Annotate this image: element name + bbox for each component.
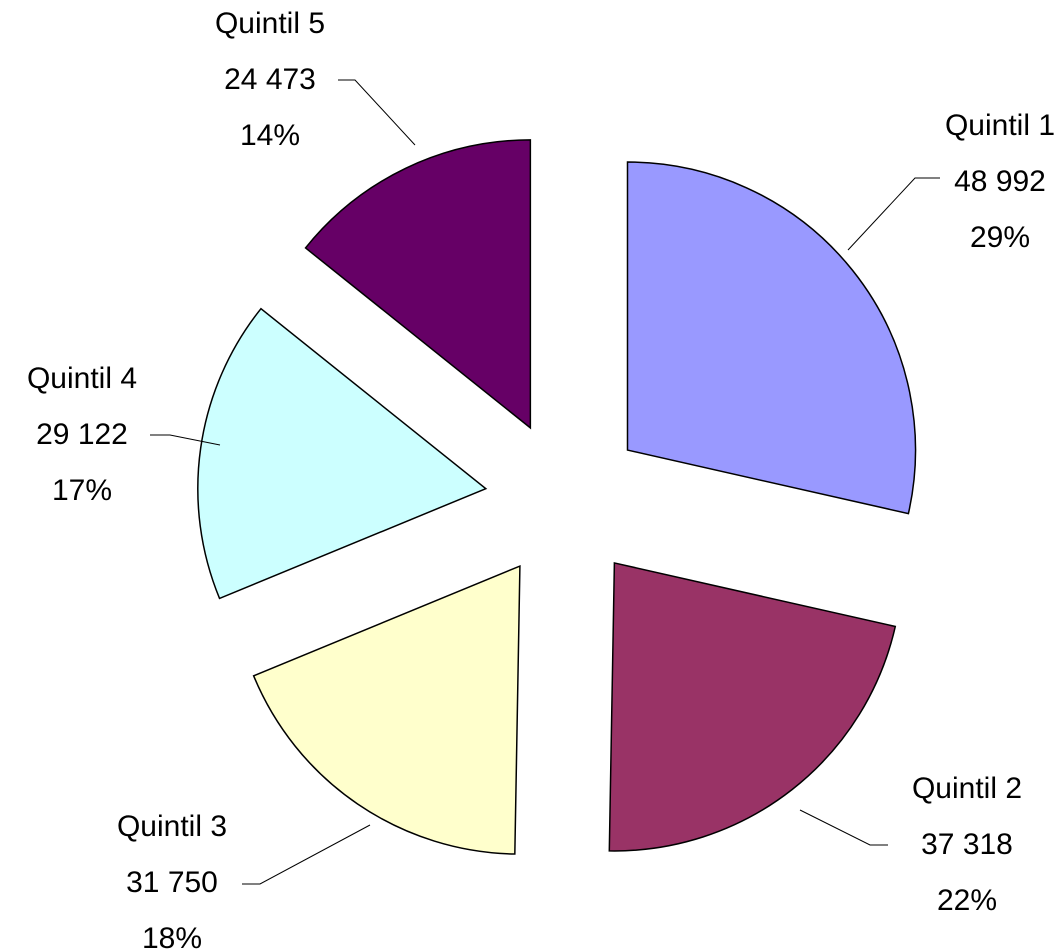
value-label: 48 992 [954, 165, 1046, 198]
value-label: 31 750 [126, 866, 218, 899]
slice-label: Quintil 1 [945, 109, 1055, 142]
slice-label: Quintil 4 [27, 362, 137, 395]
percent-label: 22% [937, 884, 997, 917]
slice-label: Quintil 5 [215, 7, 325, 40]
leader-line [150, 434, 221, 446]
value-label: 24 473 [224, 63, 316, 96]
percent-label: 29% [970, 221, 1030, 254]
percent-label: 17% [52, 474, 112, 507]
leader-line [242, 824, 371, 885]
pie-slice [304, 139, 532, 430]
leader-line [799, 809, 888, 846]
pie-slice [197, 307, 488, 600]
value-label: 29 122 [36, 418, 128, 451]
pie-slice [626, 161, 917, 515]
percent-label: 18% [142, 922, 202, 950]
percent-label: 14% [240, 119, 300, 152]
pie-slice [252, 564, 521, 855]
leader-line [338, 79, 416, 146]
pie-slice [608, 562, 897, 852]
value-label: 37 318 [921, 828, 1013, 861]
slice-label: Quintil 3 [117, 810, 227, 843]
leader-line [847, 177, 940, 251]
slice-label: Quintil 2 [912, 772, 1022, 805]
